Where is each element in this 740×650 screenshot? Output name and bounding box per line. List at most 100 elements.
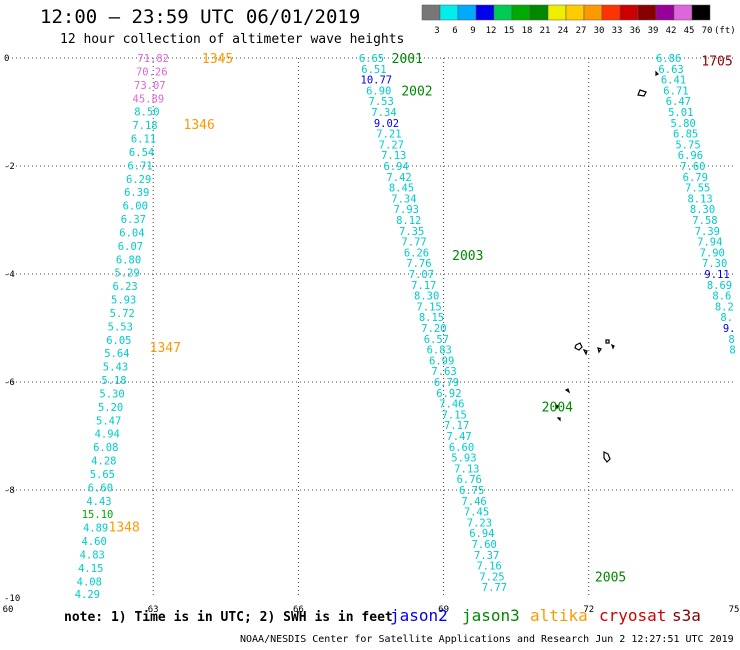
wave-height-point: 4.43	[86, 496, 111, 508]
wave-height-point: 5.01	[668, 107, 693, 119]
wave-height-point: 7.13	[381, 150, 406, 162]
map-grid	[8, 57, 734, 598]
y-tick-label: 0	[4, 54, 9, 64]
wave-height-point: 7.45	[464, 507, 489, 519]
wave-height-point: 6.29	[126, 174, 151, 186]
wave-height-point: 7.46	[439, 399, 464, 411]
wave-height-point: 70.26	[136, 67, 168, 79]
wave-height-point: 6.60	[88, 482, 113, 494]
color-swatch	[601, 4, 621, 21]
pass-time-label: 2002	[401, 84, 432, 99]
wave-height-point: 71.82	[137, 53, 169, 65]
wave-height-point: 7.76	[406, 258, 431, 270]
altimeter-tracks: 71.8270.2673.0745.898.507.186.116.546.71…	[75, 52, 736, 601]
color-swatch	[475, 4, 495, 21]
legend-jason2: jason2	[390, 606, 448, 625]
wave-height-point: 6.41	[661, 75, 686, 87]
color-scale-tick: 45	[684, 26, 695, 36]
pass-time-label: 1346	[184, 118, 215, 133]
wave-height-point: 8.50	[134, 106, 159, 118]
color-scale-tick: 30	[594, 26, 605, 36]
wave-height-point: 5.30	[99, 388, 124, 400]
wave-height-point: 6.92	[436, 388, 461, 400]
y-tick-label: -8	[4, 486, 15, 496]
color-scale-tick: 42	[666, 26, 677, 36]
wave-height-point: 5.93	[111, 294, 136, 306]
wave-height-point: 6.07	[118, 241, 143, 253]
map-subtitle: 12 hour collection of altimeter wave hei…	[60, 32, 405, 47]
color-scale-tick: 24	[558, 26, 569, 36]
legend-cryosat: cryosat	[599, 606, 667, 625]
wave-height-point: 6.26	[404, 247, 429, 259]
wave-height-point: 7.47	[446, 431, 471, 443]
color-swatch	[547, 4, 567, 21]
color-swatch	[457, 4, 477, 21]
color-swatch	[565, 4, 585, 21]
wave-height-point: 6.60	[449, 442, 474, 454]
wave-height-point: 7.25	[479, 571, 504, 583]
wave-height-point: 6.85	[673, 129, 698, 141]
wave-height-point: 8.45	[389, 183, 414, 195]
color-swatch	[637, 4, 657, 21]
color-swatch	[583, 4, 603, 21]
map-title: 12:00 – 23:59 UTC 06/01/2019	[40, 6, 361, 28]
wave-height-point: 7.07	[409, 269, 434, 281]
wave-height-point: 5.64	[104, 348, 129, 360]
island-outlines	[554, 70, 660, 463]
x-tick-label: 75	[729, 605, 740, 615]
color-scale-tick: 27	[576, 26, 587, 36]
pass-time-label: 1347	[150, 341, 181, 356]
y-tick-label: -10	[4, 594, 20, 604]
color-swatch	[691, 4, 711, 21]
wave-height-point: 5.75	[675, 139, 700, 151]
pass-time-label: 1345	[202, 52, 233, 67]
y-tick-label: -4	[4, 270, 15, 280]
pass-time-label: 2001	[392, 52, 423, 67]
wave-height-point: 6.11	[131, 133, 156, 145]
wave-height-point: 6.00	[123, 200, 148, 212]
x-tick-label: 72	[583, 605, 594, 615]
wave-height-point: 7.15	[442, 409, 467, 421]
legend-s3a: s3a	[672, 606, 701, 625]
wave-height-point: 6.71	[663, 85, 688, 97]
wave-height-point: 45.89	[133, 94, 165, 106]
wave-height-point: 8.6	[712, 291, 731, 303]
wave-height-point: 5.18	[101, 375, 126, 387]
wave-height-point: 7.60	[472, 539, 497, 551]
y-tick-label: -6	[4, 378, 15, 388]
color-scale-tick: 18	[522, 26, 533, 36]
wave-height-point: 7.35	[399, 226, 424, 238]
wave-height-point: 8.13	[687, 193, 712, 205]
wave-height-point: 7.21	[376, 129, 401, 141]
wave-height-point: 6.83	[427, 345, 452, 357]
wave-height-point: 6.99	[429, 355, 454, 367]
wave-height-point: 7.77	[482, 582, 507, 594]
wave-height-point: 4.89	[83, 522, 108, 534]
x-tick-label: 69	[438, 605, 449, 615]
wave-height-point: 8.12	[396, 215, 421, 227]
wave-height-point: 7.13	[454, 463, 479, 475]
wave-height-point: 6.37	[121, 214, 146, 226]
wave-height-point: 6.90	[366, 85, 391, 97]
wave-height-point: 6.71	[127, 160, 152, 172]
color-swatch	[619, 4, 639, 21]
wave-height-point: 6.94	[384, 161, 409, 173]
wave-height-point: 7.17	[444, 420, 469, 432]
wave-height-point: 8.15	[419, 312, 444, 324]
wave-height-point: 7.63	[431, 366, 456, 378]
color-scale-tick: 15	[504, 26, 515, 36]
wave-height-point: 7.16	[476, 561, 501, 573]
color-scale-tick: 33	[612, 26, 623, 36]
wave-height-point: 8	[728, 334, 734, 346]
color-scale-tick: 9	[470, 26, 475, 36]
wave-height-point: 4.29	[75, 589, 100, 601]
x-tick-label: 60	[3, 605, 14, 615]
wave-height-point: 5.29	[114, 267, 139, 279]
wave-height-point: 6.96	[678, 150, 703, 162]
wave-height-point: 7.15	[416, 301, 441, 313]
island-shape	[554, 70, 660, 463]
wave-height-point: 7.94	[697, 237, 722, 249]
wave-height-point: 6.80	[116, 254, 141, 266]
